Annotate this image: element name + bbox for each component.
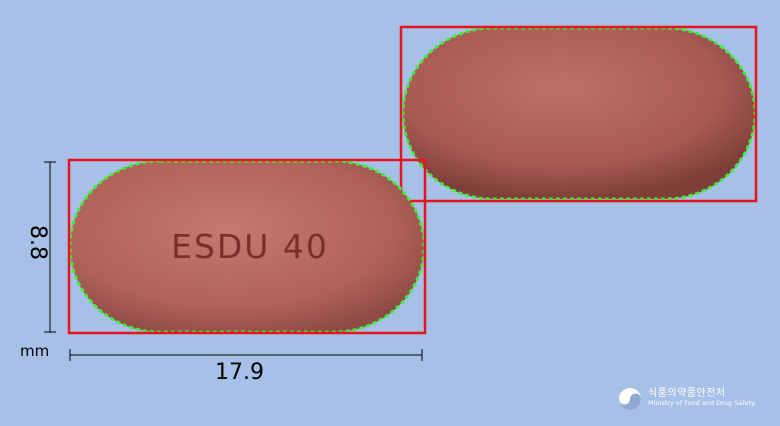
tablet-back-view xyxy=(399,25,758,203)
width-label: 17.9 xyxy=(215,360,264,385)
height-dimension-line xyxy=(44,161,56,333)
tablet-front-shape xyxy=(70,161,424,332)
tablet-front-bounding-box xyxy=(67,158,427,335)
mfds-logo-text: 식품의약품안전처 Ministry of Food and Drug Safet… xyxy=(648,388,755,407)
width-dimension-line xyxy=(69,349,423,361)
tablet-back-shape xyxy=(403,28,755,199)
tablet-back-bounding-box xyxy=(399,25,758,203)
tablet-front-view: ESDU 40 xyxy=(67,158,427,335)
mfds-logo-icon xyxy=(619,388,641,410)
height-label: 8.8 xyxy=(25,225,50,260)
tablet-imprint: ESDU 40 xyxy=(171,227,329,266)
logo-korean-name: 식품의약품안전처 xyxy=(648,388,726,399)
logo-english-name: Ministry of Food and Drug Safety xyxy=(648,398,755,407)
unit-label: mm xyxy=(20,342,50,360)
